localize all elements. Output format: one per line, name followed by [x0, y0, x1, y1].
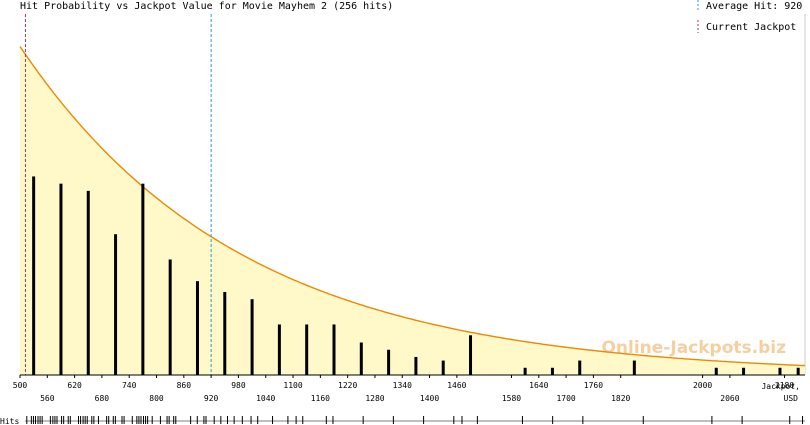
x-tick-label-1220: 1220	[338, 381, 357, 390]
probability-area	[20, 46, 805, 375]
bar-1730	[578, 360, 582, 375]
x-tick-label-1160: 1160	[311, 394, 330, 403]
x-tick-label-740: 740	[122, 381, 137, 390]
x-tick-label-1460: 1460	[447, 381, 466, 390]
legend-current-label: Current Jackpot	[706, 22, 797, 33]
bar-1370	[414, 356, 418, 375]
x-tick-label-620: 620	[67, 381, 82, 390]
bar-650	[86, 190, 90, 375]
bar-1190	[332, 324, 336, 375]
bar-1310	[387, 349, 391, 375]
bar-830	[168, 259, 172, 375]
x-tick-label-1820: 1820	[611, 394, 630, 403]
probability-curve	[19, 46, 806, 367]
x-tick-label-1400: 1400	[420, 394, 439, 403]
x-tick-label-800: 800	[149, 394, 164, 403]
bar-1250	[359, 342, 363, 375]
x-tick-label-1640: 1640	[529, 381, 548, 390]
bar-1850	[632, 360, 636, 375]
bar-2210	[796, 367, 800, 375]
x-tick-label-1580: 1580	[502, 394, 521, 403]
x-tick-label-2060: 2060	[720, 394, 739, 403]
bar-1670	[550, 367, 554, 375]
watermark: Online-Jackpots.biz	[601, 338, 786, 358]
bar-1070	[277, 324, 281, 375]
bar-950	[223, 291, 227, 375]
legend-average-label: Average Hit: 920	[706, 1, 803, 12]
x-tick-label-560: 560	[40, 394, 55, 403]
bar-770	[141, 183, 145, 375]
chart-title: Hit Probability vs Jackpot Value for Mov…	[20, 1, 394, 12]
x-tick-label-860: 860	[177, 381, 192, 390]
bar-530	[32, 176, 36, 375]
hits-row-label: Hits	[0, 417, 19, 425]
x-tick-label-1040: 1040	[256, 394, 275, 403]
x-tick-label-980: 980	[231, 381, 246, 390]
bar-1010	[250, 299, 254, 375]
x-tick-label-2180: 2180	[775, 381, 794, 390]
x-tick-label-1340: 1340	[393, 381, 412, 390]
bar-1430	[441, 360, 445, 375]
x-axis-label-line1: Jackpot,	[761, 382, 800, 391]
x-tick-label-1760: 1760	[584, 381, 603, 390]
bar-2170	[778, 367, 782, 375]
x-tick-label-2000: 2000	[693, 381, 712, 390]
x-axis-label-line2: USD	[784, 394, 799, 403]
x-tick-label-1280: 1280	[365, 394, 384, 403]
x-tick-label-920: 920	[204, 394, 219, 403]
x-tick-label-680: 680	[95, 394, 110, 403]
x-tick-label-1700: 1700	[556, 394, 575, 403]
bar-710	[114, 234, 118, 375]
bar-590	[59, 183, 63, 375]
x-tick-label-1100: 1100	[283, 381, 302, 390]
bar-890	[195, 281, 199, 375]
x-tick-label-500: 500	[13, 381, 28, 390]
bar-1490	[469, 335, 473, 375]
bar-1610	[523, 367, 527, 375]
bar-2090	[742, 367, 746, 375]
bar-2030	[714, 367, 718, 375]
bar-1130	[305, 324, 309, 375]
